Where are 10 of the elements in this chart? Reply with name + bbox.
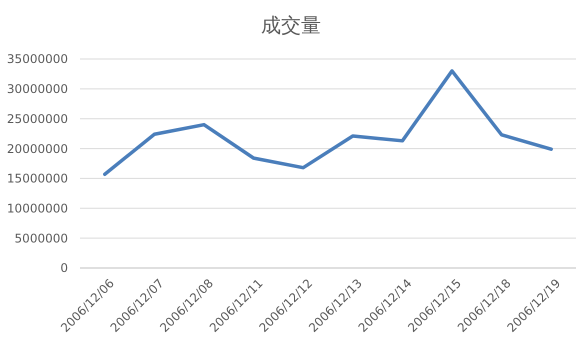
y-tick-label: 15000000 (6, 172, 68, 186)
y-tick-label: 10000000 (6, 201, 68, 216)
line-series (103, 69, 553, 176)
y-tick-label: 30000000 (6, 82, 68, 96)
y-tick-label: 5000000 (14, 231, 68, 246)
y-tick-label: 35000000 (6, 52, 68, 66)
y-tick-label: 25000000 (6, 112, 68, 126)
y-tick-label: 0 (60, 261, 68, 276)
y-tick-label: 20000000 (6, 142, 68, 156)
chart-title: 成交量 (261, 13, 321, 37)
